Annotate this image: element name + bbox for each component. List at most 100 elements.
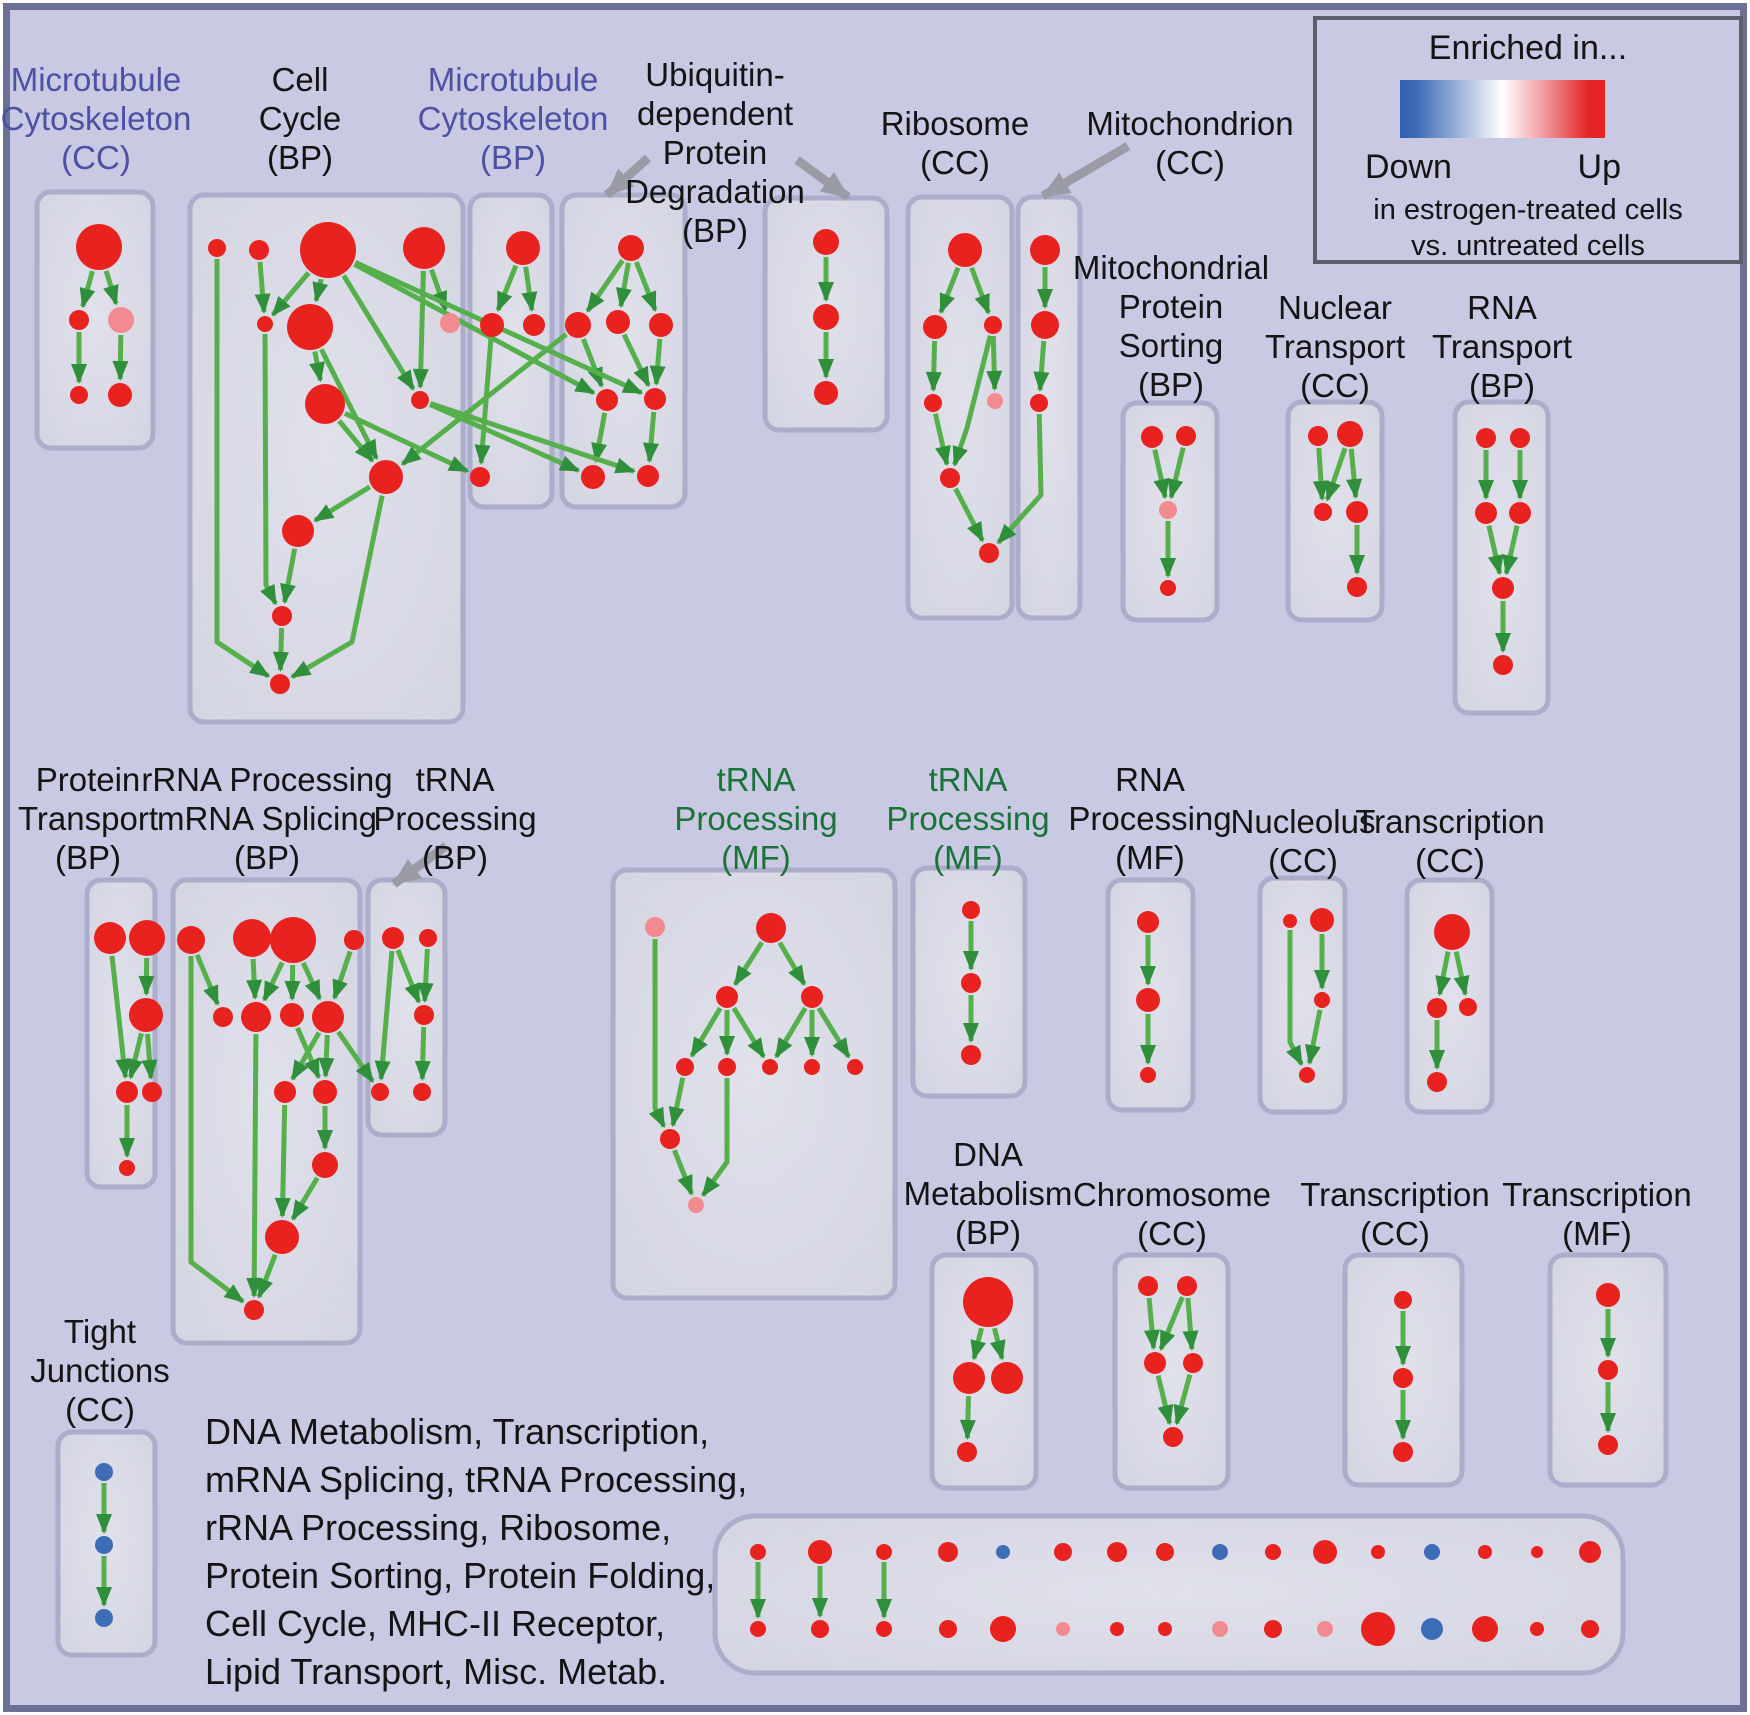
ubiquitin-degradation-network-node-3 bbox=[649, 313, 673, 337]
mitochondrial-protein-sorting-bp-node-1 bbox=[1176, 426, 1196, 446]
rrna-processing-mrna-splicing-bp-node-5 bbox=[241, 1002, 271, 1032]
rrna-processing-mrna-splicing-bp-node-0 bbox=[177, 926, 205, 954]
ribosome-cc-node-2 bbox=[984, 316, 1002, 334]
microtubule-cytoskeleton-cc-edge-3 bbox=[112, 334, 129, 381]
cross-edge-0 bbox=[353, 261, 596, 396]
trna-processing-mf-large-node-5 bbox=[718, 1058, 736, 1076]
trna-processing-mf-large-edge-4 bbox=[731, 1006, 766, 1059]
rrna-processing-mrna-splicing-bp-edge-14 bbox=[188, 956, 245, 1304]
nuclear-transport-cc-node-2 bbox=[1314, 503, 1332, 521]
trna-processing-mf-small-label: tRNA Processing (MF) bbox=[886, 761, 1050, 876]
nuclear-transport-cc-node-3 bbox=[1346, 501, 1368, 523]
cell-cycle-bp-edge-6 bbox=[412, 270, 429, 389]
transcription-cc-upper-edge-0 bbox=[1435, 951, 1452, 997]
strip-col-1-bottom-node bbox=[811, 1620, 829, 1638]
rna-transport-bp-node-1 bbox=[1510, 428, 1530, 448]
chromosome-cc-node-1 bbox=[1177, 1276, 1197, 1296]
trna-processing-mf-large-edge-5 bbox=[774, 1006, 808, 1059]
cell-cycle-bp-node-11 bbox=[272, 606, 292, 626]
ubiquitin-degradation-network-edge-0 bbox=[585, 258, 625, 313]
cell-cycle-bp-edge-1 bbox=[254, 261, 271, 314]
strip-col-10-top-node bbox=[1313, 1540, 1337, 1564]
strip-col-8-bottom-node bbox=[1212, 1621, 1228, 1637]
annotation-list: DNA Metabolism, Transcription, mRNA Spli… bbox=[205, 1408, 747, 1696]
legend-caption-line2: vs. untreated cells bbox=[1411, 230, 1645, 262]
rrna-processing-mrna-splicing-bp-node-7 bbox=[312, 1001, 344, 1033]
cell-cycle-bp-node-12 bbox=[270, 674, 290, 694]
cell-cycle-bp-edge-13 bbox=[272, 627, 289, 672]
annotation-line: Lipid Transport, Misc. Metab. bbox=[205, 1651, 668, 1692]
cross-edge-6 bbox=[336, 1030, 375, 1083]
strip-col-7-bottom-node bbox=[1158, 1622, 1172, 1636]
cell-cycle-bp-node-5 bbox=[287, 304, 333, 350]
trna-processing-bp-edge-0 bbox=[374, 950, 395, 1081]
rrna-processing-mrna-splicing-bp-node-3 bbox=[344, 930, 364, 950]
mitochondrion-cc-node-2 bbox=[1030, 394, 1048, 412]
rrna-processing-mrna-splicing-bp-label: rRNA Processing mRNA Splicing (BP) bbox=[141, 761, 393, 876]
strip-col-3-top-node bbox=[938, 1542, 958, 1562]
strip-col-12-top-node bbox=[1424, 1544, 1440, 1560]
cell-cycle-bp-node-1 bbox=[249, 240, 269, 260]
trna-processing-mf-large-edge-1 bbox=[777, 941, 807, 986]
rna-transport-bp-node-2 bbox=[1475, 502, 1497, 524]
nucleolus-cc-edge-0 bbox=[1286, 930, 1304, 1067]
cell-cycle-bp-label: Cell Cycle (BP) bbox=[258, 61, 342, 176]
nucleolus-cc-edge-2 bbox=[1305, 1009, 1323, 1066]
cell-cycle-bp-edge-14 bbox=[290, 495, 385, 680]
trna-processing-bp-edge-1 bbox=[395, 949, 422, 1004]
transcription-cc-upper-label: Transcription (CC) bbox=[1355, 803, 1545, 879]
microtubule-cytoskeleton-bp-node-1 bbox=[480, 313, 504, 337]
ubiquitin-degradation-network-node-0 bbox=[618, 235, 644, 261]
trna-processing-mf-large-edge-10 bbox=[672, 1149, 694, 1196]
microtubule-cytoskeleton-cc-node-4 bbox=[108, 383, 132, 407]
chromosome-cc-node-0 bbox=[1138, 1276, 1158, 1296]
cell-cycle-bp-edge-11 bbox=[313, 484, 372, 523]
strip-col-0-bottom-node bbox=[750, 1621, 766, 1637]
strip-col-5-bottom-node bbox=[1056, 1622, 1070, 1636]
chromosome-cc-node-2 bbox=[1144, 1352, 1166, 1374]
trna-processing-bp-node-2 bbox=[414, 1005, 434, 1025]
rna-transport-bp-node-3 bbox=[1509, 502, 1531, 524]
transcription-cc-lower-label: Transcription (CC) bbox=[1300, 1176, 1490, 1252]
ubiquitin-degradation-chain-label: Ubiquitin- dependent Protein Degradation… bbox=[625, 56, 805, 249]
nuclear-transport-cc-node-0 bbox=[1308, 426, 1328, 446]
legend-gradient-bar bbox=[1400, 80, 1605, 138]
microtubule-cytoskeleton-cc-node-0 bbox=[76, 224, 122, 270]
annotation-line: mRNA Splicing, tRNA Processing, bbox=[205, 1459, 748, 1500]
ribosome-cc-node-1 bbox=[923, 315, 947, 339]
nuclear-transport-cc-edge-0 bbox=[1312, 447, 1329, 501]
protein-transport-bp-node-4 bbox=[142, 1082, 162, 1102]
dna-metabolism-bp-node-1 bbox=[953, 1362, 985, 1394]
rrna-processing-mrna-splicing-bp-edge-0 bbox=[194, 953, 220, 1006]
cell-cycle-bp-node-0 bbox=[208, 239, 226, 257]
cell-cycle-bp-node-3 bbox=[403, 227, 445, 269]
rrna-processing-mrna-splicing-bp-node-2 bbox=[270, 917, 316, 963]
rna-processing-mf-node-2 bbox=[1140, 1067, 1156, 1083]
cell-cycle-bp-edge-3 bbox=[312, 278, 329, 303]
strip-col-11-bottom-node bbox=[1361, 1612, 1395, 1646]
strip-col-10-bottom-node bbox=[1317, 1621, 1333, 1637]
nucleolus-cc-node-1 bbox=[1310, 908, 1334, 932]
rrna-processing-mrna-splicing-bp-edge-8 bbox=[295, 1026, 321, 1080]
rrna-processing-mrna-splicing-bp-node-6 bbox=[280, 1003, 304, 1027]
mitochondrion-cc-edge-1 bbox=[1033, 340, 1050, 392]
microtubule-cytoskeleton-bp-node-0 bbox=[506, 231, 540, 265]
legend-caption-line1: in estrogen-treated cells bbox=[1373, 194, 1683, 226]
nucleolus-cc-node-2 bbox=[1314, 992, 1330, 1008]
rna-processing-mf-label: RNA Processing (MF) bbox=[1068, 761, 1232, 876]
cell-cycle-bp-node-6 bbox=[440, 313, 460, 333]
nuclear-transport-cc-edge-2 bbox=[1346, 448, 1363, 500]
rrna-processing-mrna-splicing-bp-edge-4 bbox=[301, 961, 322, 1001]
ubiquitin-degradation-chain-node-2 bbox=[814, 381, 838, 405]
label-pointer-arrow-1 bbox=[794, 156, 851, 201]
nuclear-transport-cc-node-4 bbox=[1347, 577, 1367, 597]
tight-junctions-cc-node-0 bbox=[95, 1463, 113, 1481]
ubiquitin-degradation-network-node-7 bbox=[637, 465, 659, 487]
strip-col-13-bottom-node bbox=[1472, 1616, 1498, 1642]
misc-enrichment-strip-box bbox=[712, 1513, 1626, 1676]
ribosome-cc-node-4 bbox=[987, 393, 1003, 409]
strip-col-9-bottom-node bbox=[1264, 1620, 1282, 1638]
trna-processing-bp-label: tRNA Processing (BP) bbox=[373, 761, 537, 876]
rna-transport-bp-node-5 bbox=[1493, 655, 1513, 675]
